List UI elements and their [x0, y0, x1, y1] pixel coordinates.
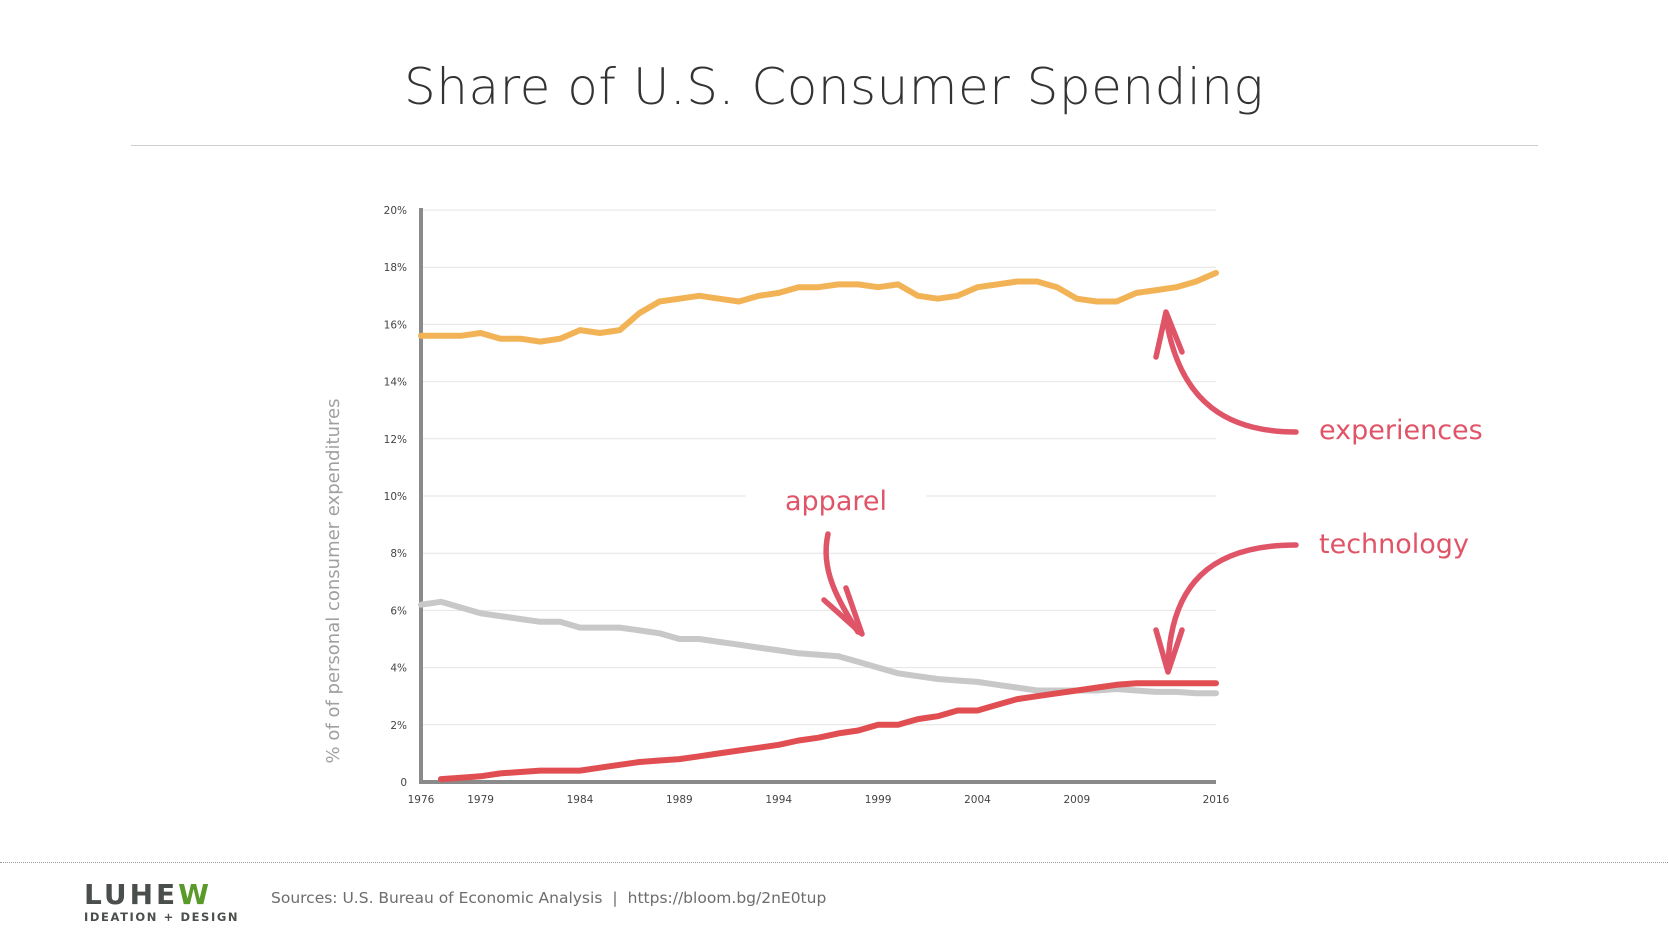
sources-separator: | [612, 889, 618, 907]
annotation-arrowhead-apparel [821, 585, 865, 637]
x-tick-label: 1976 [408, 794, 435, 806]
annotation-backdrop [746, 482, 926, 522]
series-line-experiences [418, 269, 1219, 345]
title-divider [131, 145, 1538, 146]
footer-divider [0, 862, 1668, 863]
x-tick-label: 2004 [964, 794, 991, 806]
sources-line: Sources: U.S. Bureau of Economic Analysi… [271, 889, 826, 907]
y-tick-label: 2% [390, 720, 407, 732]
y-tick-label: 10% [384, 491, 407, 503]
y-tick-label: 8% [390, 548, 407, 560]
y-tick-label: 18% [384, 262, 407, 274]
x-tick-label: 1999 [865, 794, 892, 806]
y-tick-label: 12% [384, 434, 407, 446]
annotation-arrowhead-technology [1153, 627, 1185, 675]
annotation-arrowhead-experiences [1153, 309, 1185, 360]
y-tick-label: 4% [390, 663, 407, 675]
y-axis-label: % of of personal consumer expenditures [323, 399, 344, 764]
annotation-label-experiences: experiences [1319, 415, 1483, 446]
annotation-arrow-experiences [1163, 315, 1299, 435]
x-tick-label: 2009 [1064, 794, 1091, 806]
sources-text: Sources: U.S. Bureau of Economic Analysi… [271, 889, 603, 907]
series-line-technology [437, 680, 1219, 783]
y-tick-label: 0 [400, 777, 407, 789]
x-tick-label: 1979 [467, 794, 494, 806]
x-tick-label: 1984 [567, 794, 594, 806]
annotation-label-apparel: apparel [785, 486, 887, 517]
x-tick-label: 1994 [765, 794, 792, 806]
grid-lines [421, 209, 1216, 726]
x-tick-label: 2016 [1203, 794, 1230, 806]
series-line-apparel [418, 598, 1219, 697]
chart: 0 2% 4% 6% 8% 10% 12% 14% 16% 18% 20% 1976 1979 1984 1… [323, 205, 1483, 806]
logo-wordmark-accent: W [178, 878, 213, 911]
annotation-label-technology: technology [1319, 529, 1469, 560]
y-tick-label: 20% [384, 205, 407, 217]
series-lines [418, 269, 1219, 783]
y-tick-label: 6% [390, 605, 407, 617]
logo-wordmark: LUHEW [84, 881, 212, 909]
annotations: experiences apparel technology [746, 309, 1483, 675]
y-tick-label: 14% [384, 377, 407, 389]
logo-tagline: IDEATION + DESIGN [84, 910, 240, 924]
tick-labels: 0 2% 4% 6% 8% 10% 12% 14% 16% 18% 20% 1976 1979 1984 1… [384, 205, 1230, 806]
x-tick-label: 1989 [666, 794, 693, 806]
sources-link[interactable]: https://bloom.bg/2nE0tup [627, 889, 827, 907]
chart-title: Share of U.S. Consumer Spending [404, 58, 1264, 116]
logo-wordmark-text: LUHE [84, 878, 179, 911]
axes [419, 208, 1216, 784]
y-tick-label: 16% [384, 319, 407, 331]
annotation-arrow-technology [1165, 542, 1299, 671]
company-logo: LUHEW IDEATION + DESIGN [84, 881, 246, 925]
